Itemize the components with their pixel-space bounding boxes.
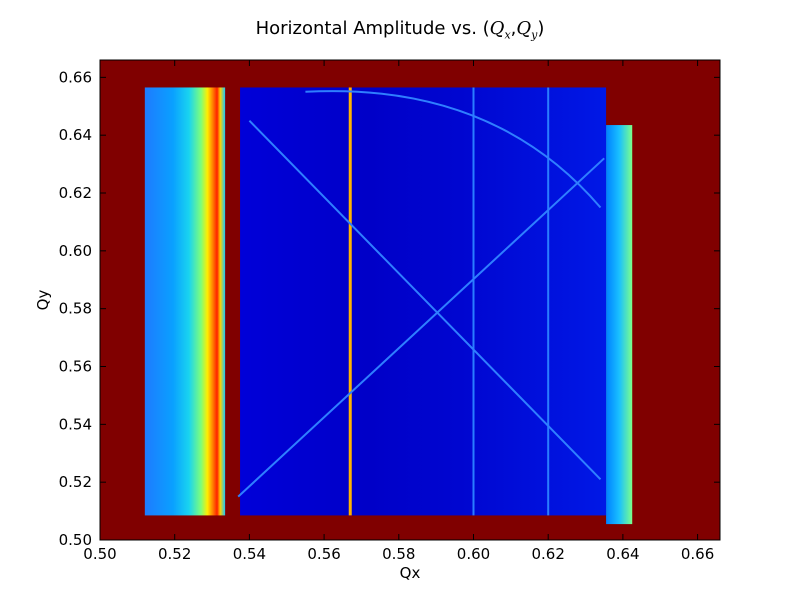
- title-q-y: Qy: [516, 18, 538, 42]
- y-tick-label: 0.62: [59, 184, 92, 202]
- y-tick-label: 0.58: [59, 300, 92, 318]
- x-tick-label: 0.62: [531, 545, 564, 563]
- x-tick-label: 0.66: [681, 545, 714, 563]
- x-tick-label: 0.50: [83, 545, 116, 563]
- plot-area: [99, 59, 721, 541]
- y-tick-label: 0.66: [59, 68, 92, 86]
- resonance-lines: [237, 87, 605, 516]
- left-band: [144, 87, 226, 516]
- diagonal-rising: [237, 157, 605, 498]
- x-tick-label: 0.64: [606, 545, 639, 563]
- y-axis-label: Qy: [34, 290, 52, 311]
- x-axis-label: Qx: [400, 564, 421, 582]
- y-tick-label: 0.52: [59, 473, 92, 491]
- y-tick-label: 0.56: [59, 358, 92, 376]
- arc-upper: [305, 90, 602, 209]
- x-axis: 0.50 0.52 0.54 0.56 0.58 0.60 0.62 0.64 0.66: [83, 60, 714, 563]
- main-region: [240, 87, 607, 516]
- diagonal-falling: [248, 120, 602, 480]
- title-prefix: Horizontal Amplitude vs. (: [255, 18, 490, 39]
- title-sep: ,: [510, 18, 517, 39]
- title-q-x: Qx: [489, 18, 511, 42]
- x-tick-label: 0.58: [382, 545, 415, 563]
- y-tick-label: 0.54: [59, 415, 92, 433]
- x-tick-label: 0.52: [158, 545, 191, 563]
- y-tick-label: 0.64: [59, 126, 92, 144]
- chart-title: Horizontal Amplitude vs. (Qx,Qy): [0, 18, 800, 42]
- x-tick-label: 0.54: [233, 545, 266, 563]
- plot-frame: [99, 59, 721, 541]
- x-tick-label: 0.56: [307, 545, 340, 563]
- heatmap-regions: [144, 87, 633, 525]
- y-tick-label: 0.60: [59, 242, 92, 260]
- x-tick-label: 0.60: [457, 545, 490, 563]
- right-strip: [606, 125, 633, 525]
- title-suffix: ): [537, 18, 545, 39]
- y-tick-label: 0.50: [59, 531, 92, 549]
- y-axis: 0.50 0.52 0.54 0.56 0.58 0.60 0.62 0.64 0.66: [59, 68, 720, 549]
